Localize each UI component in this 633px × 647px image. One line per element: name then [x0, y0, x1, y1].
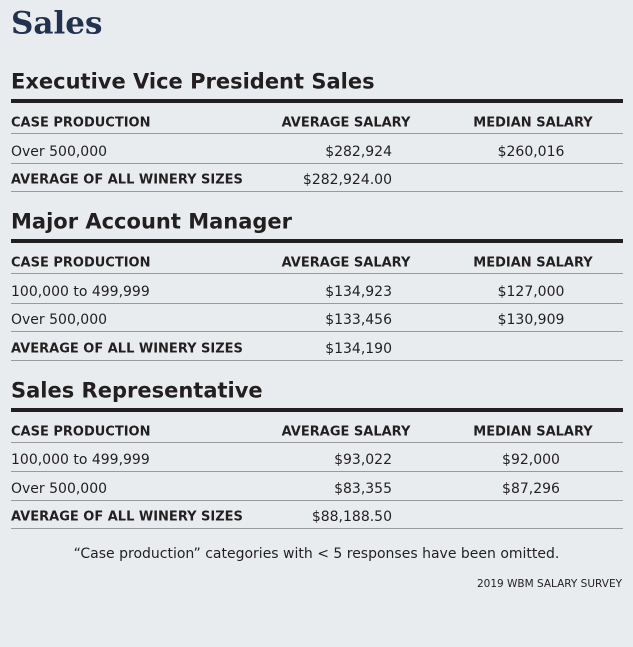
row-rule [11, 191, 623, 192]
table-cell: $260,016 [497, 143, 565, 160]
table-cell: AVERAGE OF ALL WINERY SIZES [11, 509, 243, 525]
row-rule [11, 302, 623, 304]
column-header: CASE PRODUCTION [11, 424, 151, 439]
heading-rule [11, 407, 623, 412]
table-cell: $282,924 [325, 143, 392, 160]
table-cell: $127,000 [497, 283, 565, 300]
column-header: AVERAGE SALARY [281, 255, 411, 271]
row-rule [11, 162, 623, 164]
table-cell: $133,456 [325, 312, 392, 328]
row-rule [11, 331, 623, 332]
row-rule [11, 499, 623, 501]
column-header: MEDIAN SALARY [473, 115, 593, 131]
row-rule [11, 273, 623, 274]
row-rule [11, 133, 623, 134]
table-cell: AVERAGE OF ALL WINERY SIZES [11, 172, 243, 188]
section-heading: Sales Representative [11, 378, 263, 402]
table-cell: $92,000 [502, 452, 560, 468]
page-title: Sales [11, 5, 103, 42]
table-cell: Over 500,000 [11, 312, 108, 328]
section-heading: Major Account Manager [11, 209, 293, 234]
table-cell: Over 500,000 [11, 480, 108, 497]
table-cell: $93,022 [334, 452, 392, 468]
column-header: CASE PRODUCTION [11, 115, 151, 131]
table-cell: $130,909 [497, 312, 565, 328]
source: 2019 WBM SALARY SURVEY [476, 577, 622, 590]
row-rule [11, 528, 623, 529]
heading-rule [11, 99, 623, 103]
table-cell: $134,923 [325, 283, 392, 300]
table-cell: 100,000 to 499,999 [11, 283, 150, 300]
row-rule [11, 441, 623, 443]
table-cell: 100,000 to 499,999 [11, 452, 150, 468]
table-cell: $87,296 [502, 480, 560, 497]
table-cell: Over 500,000 [11, 143, 108, 160]
column-header: CASE PRODUCTION [11, 255, 151, 271]
table-cell: AVERAGE OF ALL WINERY SIZES [11, 341, 243, 356]
column-header: MEDIAN SALARY [473, 255, 593, 271]
column-header: AVERAGE SALARY [281, 115, 411, 131]
table-cell: $88,188.50 [311, 509, 392, 525]
footnote: “Case production” categories with < 5 re… [73, 546, 560, 562]
row-rule [11, 359, 623, 361]
heading-rule [11, 239, 623, 243]
column-header: MEDIAN SALARY [473, 424, 593, 439]
table-cell: $134,190 [325, 340, 392, 357]
column-header: AVERAGE SALARY [281, 424, 411, 439]
table-cell: $83,355 [334, 480, 392, 497]
row-rule [11, 471, 623, 472]
section-heading: Executive Vice President Sales [11, 69, 375, 94]
table-cell: $282,924.00 [302, 172, 392, 188]
